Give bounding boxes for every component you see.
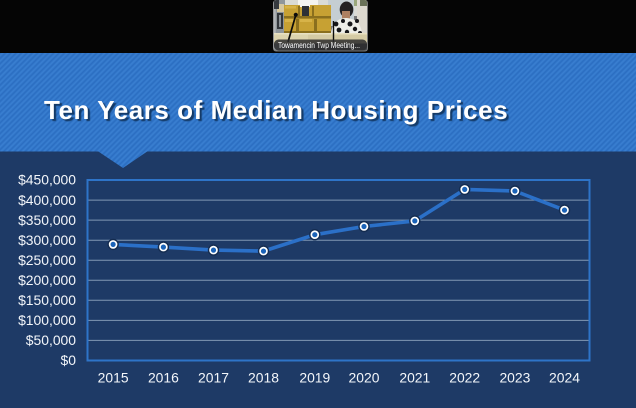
- svg-text:$150,000: $150,000: [18, 292, 76, 308]
- svg-text:2016: 2016: [148, 370, 179, 386]
- svg-text:$0: $0: [61, 352, 77, 368]
- svg-text:$400,000: $400,000: [18, 192, 76, 208]
- svg-text:2017: 2017: [198, 370, 229, 386]
- svg-text:$300,000: $300,000: [18, 232, 76, 248]
- svg-text:2023: 2023: [499, 370, 530, 386]
- svg-text:2019: 2019: [299, 370, 330, 386]
- svg-text:2020: 2020: [349, 370, 380, 386]
- svg-text:$350,000: $350,000: [18, 212, 76, 228]
- svg-text:$50,000: $50,000: [26, 332, 76, 348]
- svg-text:$450,000: $450,000: [18, 172, 76, 188]
- svg-text:$200,000: $200,000: [18, 272, 76, 288]
- svg-text:2018: 2018: [248, 370, 279, 386]
- svg-text:2021: 2021: [399, 370, 430, 386]
- svg-text:$250,000: $250,000: [18, 252, 76, 268]
- svg-text:$100,000: $100,000: [18, 312, 76, 328]
- svg-text:2022: 2022: [449, 370, 480, 386]
- svg-text:2024: 2024: [549, 370, 580, 386]
- svg-text:2015: 2015: [98, 370, 129, 386]
- svg-text:Towamencin Twp Meeting...: Towamencin Twp Meeting...: [278, 40, 360, 50]
